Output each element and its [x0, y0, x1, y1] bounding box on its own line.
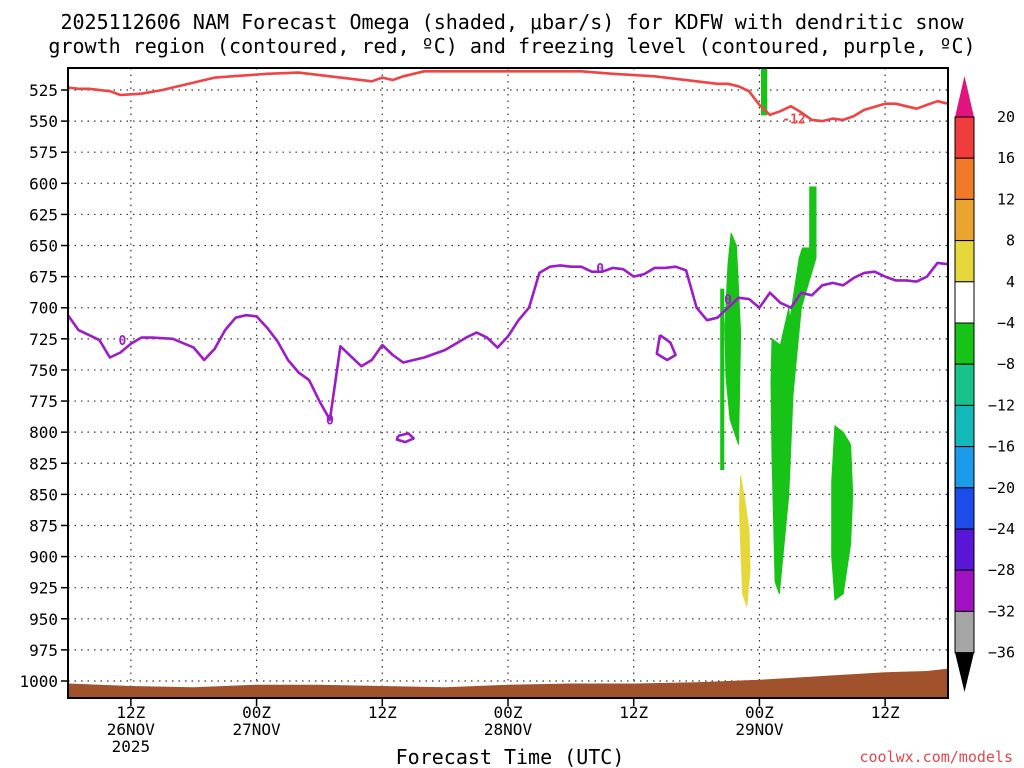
- colorbar-label: −16: [988, 438, 1015, 456]
- contour-line: [68, 261, 948, 422]
- y-tick-label: 675: [29, 268, 58, 287]
- y-tick-label: 825: [29, 454, 58, 473]
- colorbar-label: −32: [988, 602, 1015, 620]
- x-tick-label: 00Z: [494, 703, 523, 722]
- colorbar-label: −12: [988, 396, 1015, 414]
- x-tick-label: 12Z: [871, 703, 900, 722]
- colorbar-label: −4: [997, 314, 1015, 332]
- y-tick-label: 850: [29, 485, 58, 504]
- dgz-contour-label: -12: [782, 113, 805, 128]
- freezing-contour-label: 0: [326, 414, 334, 429]
- omega-region: [724, 232, 742, 445]
- colorbar-swatch: [954, 281, 975, 324]
- credit-text: coolwx.com/models: [859, 748, 1013, 766]
- x-tick-date: 29NOV: [735, 720, 784, 739]
- y-tick-label: 800: [29, 423, 58, 442]
- y-tick-label: 750: [29, 361, 58, 380]
- colorbar-label: −36: [988, 644, 1015, 662]
- y-tick-label: 600: [29, 174, 58, 193]
- colorbar-swatch: [954, 404, 975, 448]
- y-tick-label: 925: [29, 579, 58, 598]
- omega-shading: [720, 68, 854, 607]
- freezing-contour-label: 0: [119, 334, 127, 349]
- colorbar-swatch: [954, 487, 975, 530]
- omega-region: [770, 186, 817, 595]
- x-tick-label: 00Z: [745, 703, 774, 722]
- colorbar-label: −8: [997, 355, 1015, 373]
- colorbar-label: −20: [988, 479, 1015, 497]
- x-tick-date: 27NOV: [232, 720, 281, 739]
- plot-frame: [67, 67, 949, 699]
- y-tick-label: 625: [29, 205, 58, 224]
- colorbar-label: 12: [997, 190, 1015, 208]
- terrain-fill: [68, 668, 948, 698]
- colorbar-bottom-arrow: [955, 652, 974, 692]
- omega-region: [738, 475, 751, 607]
- y-tick-label: 1000: [19, 672, 58, 691]
- contour-line: [655, 334, 677, 362]
- contour-line: [395, 432, 416, 444]
- y-tick-label: 875: [29, 516, 58, 535]
- chart-title-line2: growth region (contoured, red, ºC) and f…: [48, 34, 975, 58]
- x-tick-label: 00Z: [242, 703, 271, 722]
- colorbar-swatch: [954, 446, 975, 489]
- x-tick-date: 28NOV: [484, 720, 533, 739]
- colorbar-label: 8: [1006, 232, 1015, 250]
- contour-line: [68, 70, 948, 123]
- terrain-polygon: [68, 668, 948, 698]
- contour-lines: [68, 70, 948, 444]
- freezing-contour-label: 0: [596, 262, 604, 277]
- colorbar: 20 16 12 8 4 −4 −8 −12 −16 −20 −24 −28 −32 −36: [954, 76, 1015, 692]
- colorbar-swatch: [954, 610, 975, 654]
- y-tick-label: 975: [29, 641, 58, 660]
- colorbar-top-arrow: [955, 76, 974, 117]
- omega-region: [831, 424, 854, 602]
- y-tick-label: 775: [29, 392, 58, 411]
- freezing-contour-label: 0: [724, 293, 732, 308]
- colorbar-swatch: [954, 528, 975, 571]
- grid-lines: [68, 68, 948, 698]
- x-tick-label: 12Z: [619, 703, 648, 722]
- colorbar-swatch: [954, 240, 975, 283]
- y-tick-label: 950: [29, 610, 58, 629]
- colorbar-swatch: [954, 198, 975, 242]
- x-tick-year: 2025: [112, 737, 151, 756]
- colorbar-swatch: [954, 569, 975, 612]
- x-axis-label: Forecast Time (UTC): [396, 745, 625, 768]
- colorbar-swatch: [954, 157, 975, 200]
- x-tick-date: 26NOV: [107, 720, 156, 739]
- y-tick-label: 575: [29, 143, 58, 162]
- colorbar-label: −28: [988, 561, 1015, 579]
- y-tick-label: 650: [29, 237, 58, 256]
- colorbar-label: 16: [997, 149, 1015, 167]
- contour-labels: -12 0 0 0 0: [119, 113, 806, 429]
- y-tick-label: 550: [29, 112, 58, 131]
- omega-region: [720, 288, 725, 470]
- colorbar-label: 4: [1006, 273, 1015, 291]
- colorbar-swatch: [954, 116, 975, 159]
- colorbar-label: 20: [997, 108, 1015, 126]
- x-tick-label: 12Z: [116, 703, 145, 722]
- y-tick-label: 700: [29, 299, 58, 318]
- x-tick-label: 12Z: [368, 703, 397, 722]
- colorbar-swatch: [954, 322, 975, 365]
- y-tick-label: 725: [29, 330, 58, 349]
- y-axis: 525 550 575 600 625 650 675 700 725 750 775 800 825 8…: [19, 81, 68, 691]
- colorbar-label: −24: [988, 520, 1015, 538]
- chart-title-line1: 2025112606 NAM Forecast Omega (shaded, μ…: [60, 10, 964, 34]
- y-tick-label: 900: [29, 548, 58, 567]
- y-tick-label: 525: [29, 81, 58, 100]
- colorbar-swatch: [954, 363, 975, 406]
